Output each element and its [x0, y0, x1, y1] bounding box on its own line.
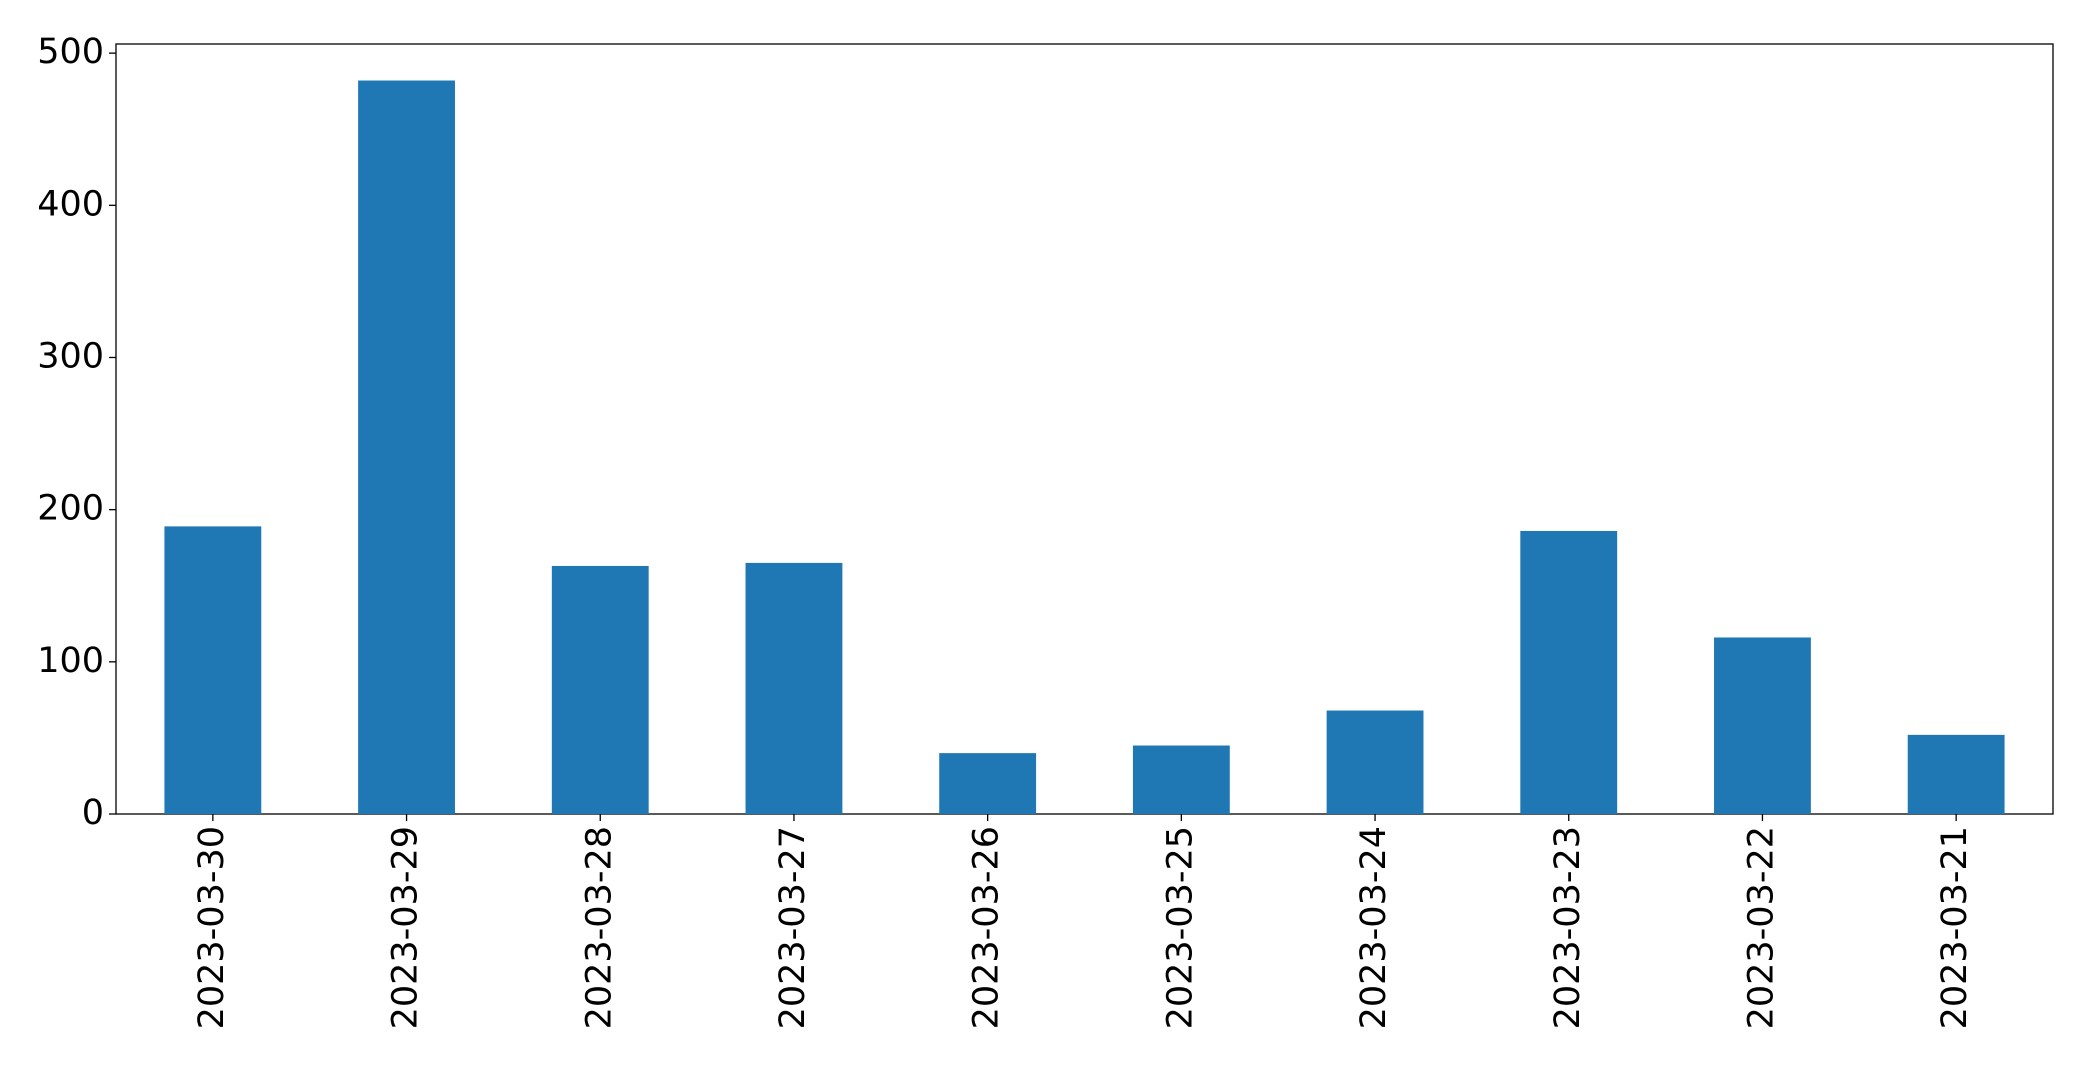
x-tick-label: 2023-03-22 [1741, 826, 1781, 1029]
x-tick-label: 2023-03-23 [1548, 826, 1588, 1029]
x-tick-label: 2023-03-25 [1160, 826, 1200, 1029]
x-tick-label: 2023-03-29 [386, 826, 426, 1029]
bar [1520, 530, 1618, 814]
bar [1907, 734, 2005, 814]
bar [939, 753, 1037, 814]
bar [358, 80, 455, 815]
y-tick-label: 0 [82, 793, 104, 833]
bar [1714, 637, 1811, 814]
y-tick-label: 200 [37, 489, 104, 529]
x-tick-label: 2023-03-26 [967, 826, 1007, 1029]
bar [745, 562, 843, 814]
y-tick-label: 100 [37, 641, 104, 681]
y-tick-label: 400 [37, 184, 104, 224]
x-tick-label: 2023-03-28 [579, 826, 619, 1029]
y-tick-label: 500 [37, 32, 104, 72]
bar [164, 526, 262, 814]
y-tick-label: 300 [37, 336, 104, 376]
bar [551, 565, 649, 814]
bar [1132, 745, 1230, 814]
x-tick-label: 2023-03-30 [192, 826, 232, 1029]
x-tick-label: 2023-03-27 [773, 826, 813, 1029]
axes-frame [115, 43, 2054, 815]
x-tick-label: 2023-03-21 [1935, 826, 1975, 1029]
x-tick-label: 2023-03-24 [1354, 826, 1394, 1029]
bar [1326, 710, 1424, 814]
